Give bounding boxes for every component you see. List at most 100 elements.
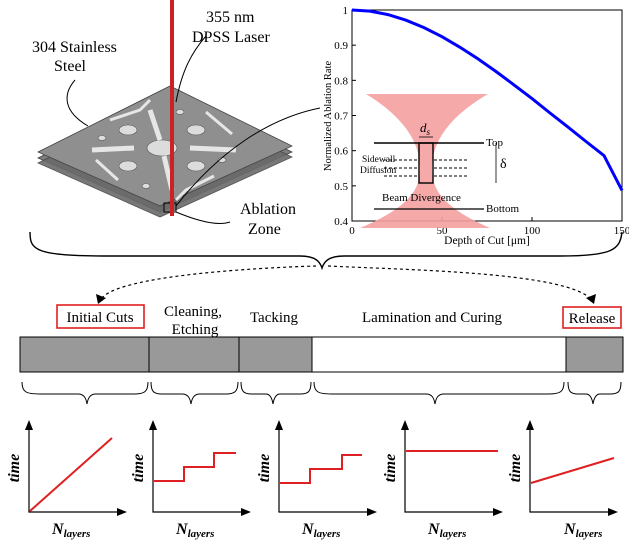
- mini-xlabel: Nlayers: [301, 521, 340, 540]
- stage-release-label-box: [562, 306, 622, 329]
- beam-divergence-label: Beam Divergence: [382, 192, 461, 204]
- bottom-label: Bottom: [486, 203, 519, 215]
- y-tick-labels: 0.4 0.5 0.6 0.7 0.8 0.9 1: [334, 5, 356, 228]
- y-tick-label: 0.9: [334, 40, 348, 52]
- y-tick-label: 1: [343, 5, 349, 17]
- chart-ylabel: Normalized Ablation Rate: [323, 61, 334, 172]
- y-tick-label: 0.8: [334, 75, 348, 87]
- zone-label-line2: Zone: [248, 221, 281, 238]
- laser-label-line1: 355 nm: [206, 9, 255, 26]
- initial-arrowhead: [96, 294, 106, 304]
- material-label-line2: Steel: [54, 58, 87, 75]
- x-tick-label: 0: [349, 225, 355, 237]
- mini-axes: [529, 426, 612, 513]
- x-axis-arrow: [367, 508, 377, 516]
- mini-axes: [278, 426, 371, 513]
- y-axis-arrow: [401, 420, 409, 430]
- y-tick-label: 0.4: [334, 216, 348, 228]
- mini-plot-tacking: time Nlayers: [256, 420, 377, 540]
- x-tick-label: 50: [437, 225, 449, 237]
- stage-brace: [240, 381, 312, 405]
- material-label-line1: 304 Stainless: [32, 39, 117, 56]
- stage-initial-cuts-label: Initial Cuts: [66, 310, 133, 326]
- brace-to-initial-arrow: [101, 265, 317, 299]
- x-axis-arrow: [117, 508, 127, 516]
- mini-ylabel: time: [382, 454, 399, 482]
- mini-plot-cleaning: time Nlayers: [130, 420, 251, 540]
- mini-ylabel: time: [256, 454, 273, 482]
- x-axis-arrow: [608, 508, 618, 516]
- mini-axes: [28, 426, 121, 513]
- mini-line: [154, 452, 236, 482]
- mini-xlabel: Nlayers: [427, 521, 466, 540]
- series-curve: [351, 8, 624, 192]
- mini-xlabel: Nlayers: [175, 521, 214, 540]
- ablation-rate-chart: 0.4 0.5 0.6 0.7 0.8 0.9 1 0 50 100 150 Normalized…: [323, 5, 629, 247]
- stage-lamination-bar: [311, 336, 567, 373]
- stage-time-plots: time Nlayers time Nlayers time Nlayers: [6, 420, 618, 540]
- y-axis-arrow: [526, 420, 534, 430]
- laser-leader-line: [175, 35, 207, 103]
- mini-xlabel: Nlayers: [563, 521, 602, 540]
- mini-ylabel: time: [6, 454, 23, 482]
- delta-label: δ: [500, 157, 507, 172]
- mini-line: [530, 457, 615, 484]
- mini-axes: [152, 426, 245, 513]
- mini-plot-release: time Nlayers: [507, 420, 618, 540]
- stage-brace: [313, 381, 565, 405]
- x-axis-arrow: [241, 508, 251, 516]
- process-timeline: Initial Cuts Cleaning, Etching Tacking L…: [19, 304, 624, 405]
- sidewall-label-line1: Sidewall: [362, 155, 396, 165]
- stage-release-bar: [565, 336, 624, 373]
- cut-channel: [418, 142, 434, 184]
- release-arrowhead: [586, 294, 596, 304]
- mini-line: [29, 437, 113, 512]
- x-axis-arrow: [493, 508, 503, 516]
- sidewall-label-line2: Diffusion: [360, 165, 396, 176]
- overview-brace: [29, 231, 623, 271]
- laser-label-line2: DPSS Laser: [192, 29, 270, 46]
- stage-brace: [567, 381, 622, 405]
- stage-initial-cuts-bar: [19, 336, 150, 373]
- stage-initial-cuts-label-box: [56, 304, 145, 329]
- zone-label-line1: Ablation: [240, 201, 296, 218]
- y-tick-label: 0.7: [334, 111, 348, 123]
- brace-to-release-arrow: [327, 265, 591, 299]
- sidewall-diffusion-arrows: [384, 159, 468, 177]
- mini-line: [280, 454, 362, 484]
- beam-inset: ds Top Bottom δ Sidewall Diffusion Beam …: [360, 94, 519, 228]
- zone-leader-line: [175, 211, 231, 225]
- stage-tacking-bar: [238, 336, 313, 373]
- steel-sheet-cutouts: [91, 98, 237, 202]
- inset-leader-line: [175, 107, 321, 207]
- mini-plot-initial-cuts: time Nlayers: [6, 420, 127, 540]
- stage-brace: [21, 381, 149, 405]
- x-tick-label: 150: [614, 225, 629, 237]
- stage-braces: [21, 381, 622, 405]
- beam-profile: [360, 94, 490, 228]
- top-label: Top: [486, 137, 503, 149]
- y-axis-arrow: [25, 420, 33, 430]
- x-tick-labels: 0 50 100 150: [349, 217, 629, 237]
- mini-plot-lamination: time Nlayers: [382, 420, 503, 540]
- ds-label: ds: [420, 120, 431, 137]
- stage-release-label: Release: [569, 311, 616, 327]
- chart-plot-area: [351, 9, 623, 222]
- chart-xlabel: Depth of Cut [μm]: [444, 235, 530, 247]
- mini-ylabel: time: [130, 454, 147, 482]
- stage-cleaning-label-line1: Cleaning,: [164, 304, 222, 320]
- y-tick-label: 0.5: [334, 181, 348, 193]
- mini-xlabel: Nlayers: [51, 521, 90, 540]
- y-axis-arrow: [275, 420, 283, 430]
- stage-cleaning-label-line2: Etching: [172, 322, 219, 338]
- y-axis-arrow: [149, 420, 157, 430]
- stage-cleaning-bar: [148, 336, 240, 373]
- steel-sheet-illustration: [37, 85, 293, 218]
- y-tick-label: 0.6: [334, 146, 348, 158]
- mini-ylabel: time: [507, 454, 524, 482]
- x-tick-label: 100: [524, 225, 541, 237]
- stage-lamination-label: Lamination and Curing: [362, 310, 502, 326]
- stage-brace: [150, 381, 239, 405]
- stage-tacking-label: Tacking: [250, 310, 299, 326]
- mini-axes: [404, 426, 497, 513]
